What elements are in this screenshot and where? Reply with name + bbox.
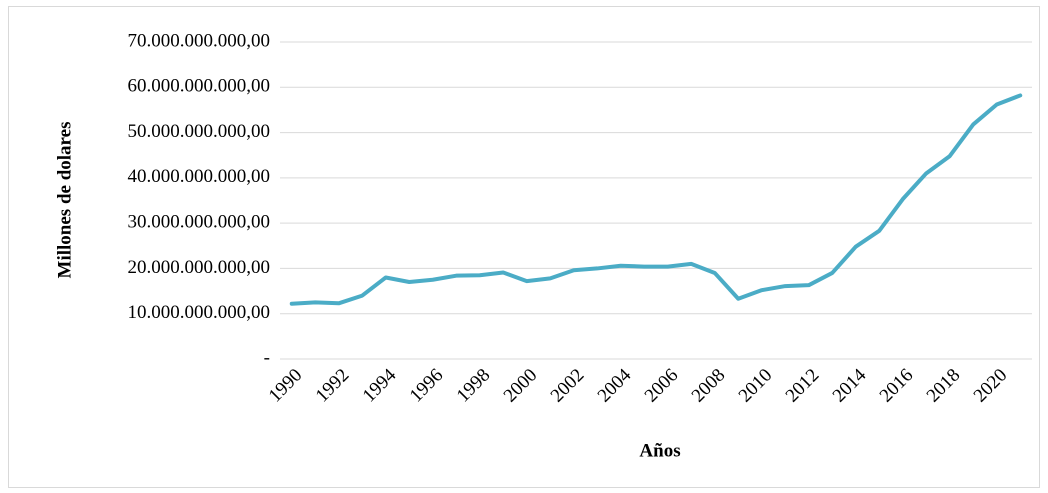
y-tick-label: 30.000.000.000,00: [128, 212, 271, 233]
y-tick-label: 60.000.000.000,00: [128, 76, 271, 97]
data-line: [289, 93, 1023, 306]
y-tick-label: 20.000.000.000,00: [128, 257, 271, 278]
x-axis-title: Años: [639, 440, 680, 461]
y-tick-label: -: [264, 347, 270, 368]
y-tick-label: 40.000.000.000,00: [128, 166, 271, 187]
y-tick-label: 50.000.000.000,00: [128, 121, 271, 142]
y-tick-label: 70.000.000.000,00: [128, 30, 271, 51]
y-axis-title: Millones de dolares: [54, 122, 75, 279]
y-tick-label: 10.000.000.000,00: [128, 302, 271, 323]
chart-frame: [8, 6, 1040, 488]
